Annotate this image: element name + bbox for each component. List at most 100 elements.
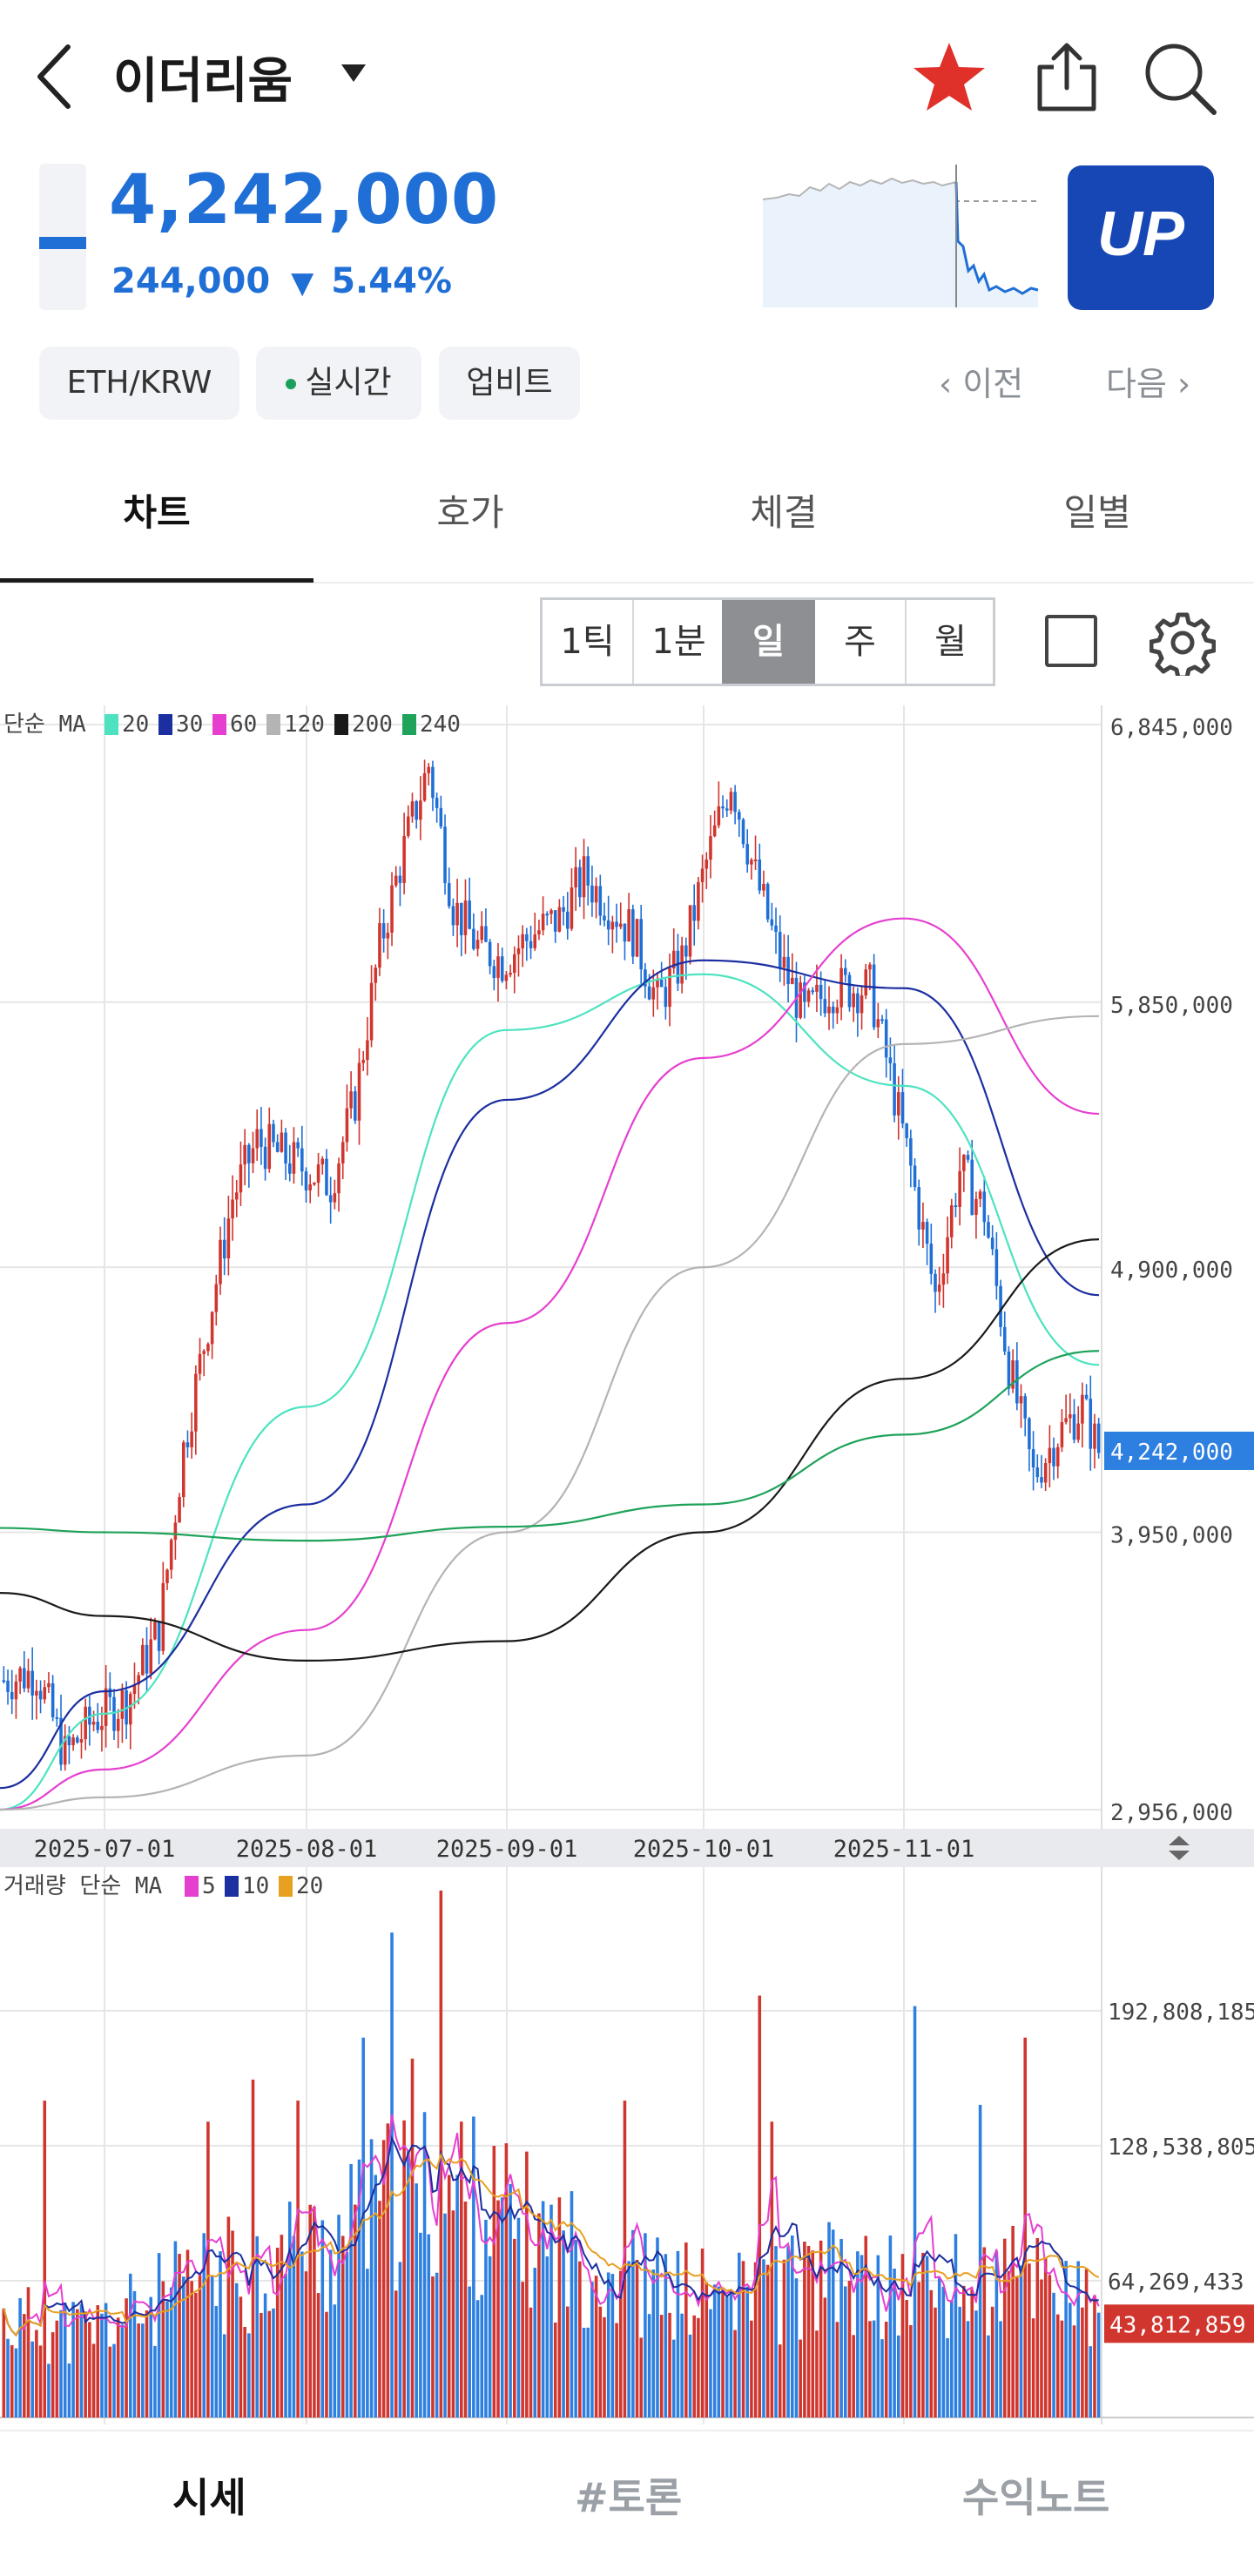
candle-body	[671, 950, 676, 968]
tab-trades[interactable]: 체결	[750, 491, 818, 534]
candle-body	[925, 1222, 929, 1244]
candle-body	[618, 923, 623, 927]
volume-bar	[104, 2303, 108, 2418]
tab-chart[interactable]: 차트	[123, 491, 191, 534]
volume-bar	[292, 2235, 296, 2418]
volume-bar	[1089, 2346, 1093, 2418]
next-button[interactable]: 다음 ›	[1106, 357, 1190, 405]
period-tick[interactable]: 1틱	[560, 622, 615, 662]
price-y-label: 5,850,000	[1110, 993, 1233, 1019]
candle-body	[460, 902, 463, 935]
volume-bar	[888, 2235, 893, 2418]
chevron-left-icon[interactable]	[33, 42, 77, 111]
candle-body	[574, 867, 577, 888]
candle-body	[717, 806, 721, 826]
price-change: 244,000 ▼ 5.44%	[111, 261, 452, 301]
volume-bar	[934, 2307, 937, 2418]
tab-orderbook[interactable]: 호가	[436, 491, 504, 534]
star-icon[interactable]	[910, 39, 988, 114]
candle-body	[982, 1191, 987, 1223]
candle-body	[913, 1165, 917, 1188]
candle-body	[1011, 1360, 1015, 1389]
nav-discussion[interactable]: #토론	[575, 2474, 683, 2521]
volume-bar	[161, 2281, 165, 2418]
period-day[interactable]: 일	[722, 600, 815, 684]
candle-body	[929, 1244, 934, 1274]
volume-bar	[337, 2215, 340, 2418]
volume-bar	[398, 2262, 402, 2418]
candle-body	[1043, 1463, 1048, 1483]
share-icon[interactable]	[1028, 39, 1106, 114]
candle-body	[300, 1148, 304, 1172]
candle-body	[357, 1062, 361, 1121]
volume-bar	[226, 2216, 231, 2418]
candle-body	[758, 859, 762, 891]
volume-bar	[668, 2312, 671, 2418]
price-chart[interactable]: 6,845,000 5,850,000 4,900,000 3,950,000 2,95…	[0, 705, 1254, 1829]
volume-bar	[287, 2202, 292, 2418]
volume-bar	[1096, 2312, 1101, 2418]
nav-market[interactable]: 시세	[172, 2474, 246, 2521]
candle-body	[190, 1431, 193, 1447]
volume-bar	[272, 2308, 275, 2418]
volume-bar	[169, 2287, 173, 2418]
candle-body	[267, 1123, 272, 1170]
volume-bar	[684, 2242, 688, 2418]
volume-bar	[533, 2268, 537, 2418]
pair-chip[interactable]: ETH/KRW	[39, 347, 239, 420]
search-icon[interactable]	[1141, 39, 1219, 118]
volume-chart[interactable]: 192,808,185 128,538,805 64,269,433 43,812,8…	[0, 1867, 1254, 2424]
period-week[interactable]: 주	[844, 622, 876, 662]
period-month[interactable]: 월	[905, 600, 994, 684]
volume-legend-period: 5	[202, 1873, 216, 1899]
volume-bar	[852, 2335, 855, 2418]
exchange-chip[interactable]: 업비트	[439, 347, 580, 420]
volume-bar	[455, 2175, 459, 2418]
candle-body	[120, 1689, 125, 1719]
volume-bar	[868, 2321, 872, 2418]
caret-down-icon[interactable]	[340, 63, 367, 84]
volume-bar	[598, 2306, 603, 2418]
candle-body	[91, 1722, 96, 1725]
volume-bar	[320, 2220, 325, 2418]
volume-bar	[91, 2343, 96, 2418]
candle-body	[137, 1675, 140, 1685]
volume-bar	[30, 2341, 34, 2418]
candle-body	[132, 1684, 137, 1695]
candle-body	[651, 987, 656, 1000]
candle-body	[1052, 1447, 1055, 1467]
realtime-chip[interactable]: 실시간	[256, 347, 421, 420]
volume-bar	[202, 2233, 206, 2418]
resize-handle-icon[interactable]	[1163, 1832, 1195, 1864]
prev-button[interactable]: ‹ 이전	[939, 357, 1023, 405]
candle-body	[239, 1164, 243, 1193]
page-title[interactable]: 이더리움	[113, 53, 293, 110]
volume-bar	[750, 2320, 753, 2418]
current-price: 4,242,000	[109, 161, 500, 239]
candle-body	[709, 836, 712, 860]
volume-bar	[51, 2332, 55, 2418]
ma-legend-period: 200	[352, 711, 393, 738]
ma-line-30	[0, 959, 1100, 1790]
x-axis-bar	[0, 1829, 1254, 1867]
gear-icon[interactable]	[1150, 610, 1216, 676]
volume-bar	[765, 2264, 770, 2418]
nav-profit-note[interactable]: 수익노트	[962, 2474, 1110, 2521]
candle-body	[247, 1144, 251, 1163]
candle-body	[697, 881, 700, 921]
volume-bar	[994, 2251, 999, 2418]
period-minute[interactable]: 1분	[632, 600, 724, 684]
candle-body	[26, 1670, 30, 1689]
volume-bar	[1007, 2270, 1011, 2418]
candle-body	[381, 923, 386, 939]
candle-body	[475, 940, 480, 949]
volume-bar	[137, 2323, 140, 2418]
volume-bar	[872, 2320, 876, 2418]
square-icon[interactable]	[1045, 615, 1097, 667]
volume-bar	[100, 2313, 104, 2418]
tab-daily[interactable]: 일별	[1063, 491, 1131, 534]
volume-bar	[700, 2249, 705, 2418]
volume-bar	[116, 2317, 120, 2418]
volume-bar	[990, 2306, 994, 2418]
volume-bar	[410, 2058, 415, 2418]
